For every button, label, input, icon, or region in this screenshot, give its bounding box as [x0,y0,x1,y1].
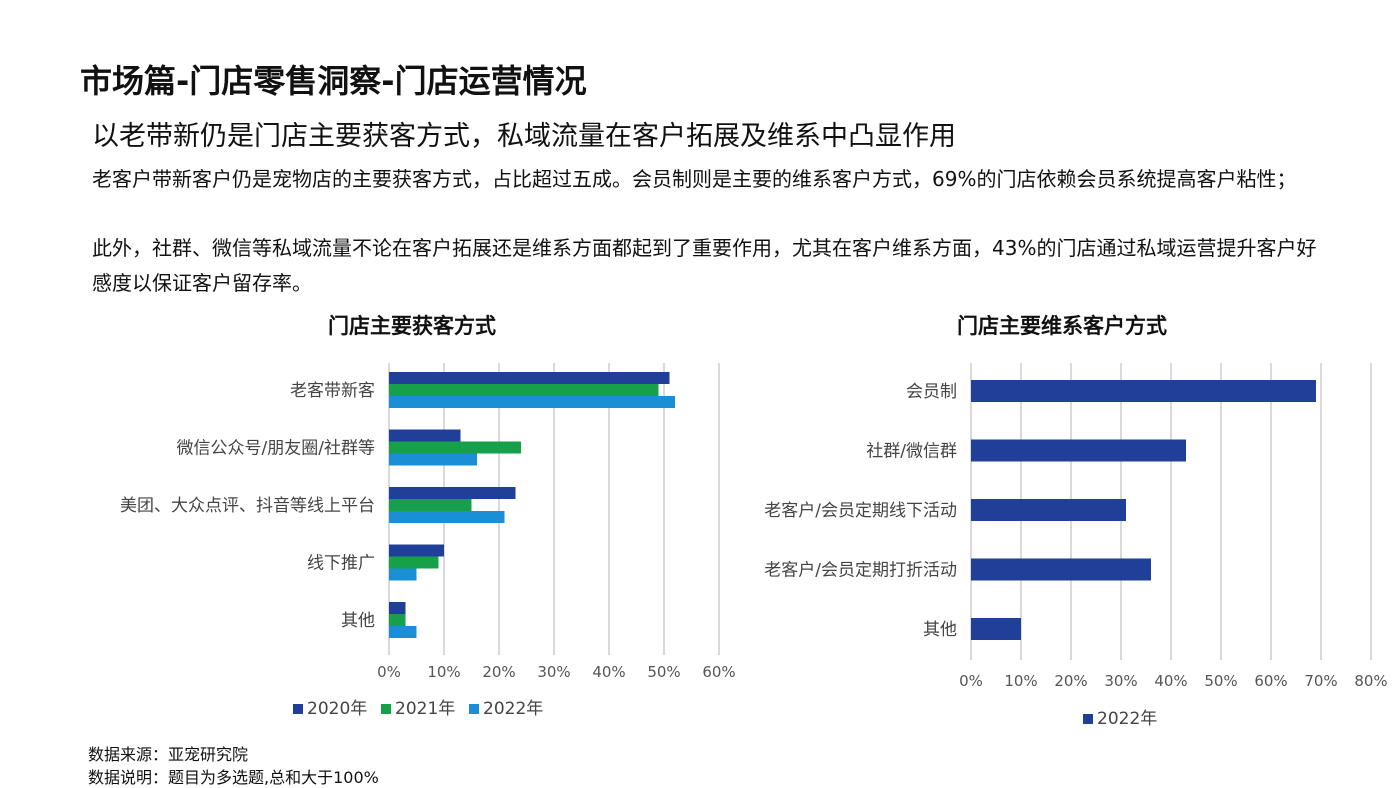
acq-bar-2020 [389,429,461,442]
chart-title-acquisition: 门店主要获客方式 [328,314,496,338]
ret-bar-2022 [971,558,1151,581]
ret-bar-2022 [971,499,1126,521]
acq-x-tick-label: 50% [647,663,680,681]
acq-bar-2020 [389,372,670,384]
ret-bar-2022 [971,380,1316,402]
summary-paragraph-1: 老客户带新客户仍是宠物店的主要获客方式，占比超过五成。会员制则是主要的维系客户方… [92,167,1297,191]
ret-legend-label: 2022年 [1097,709,1157,729]
acq-category-label: 美团、大众点评、抖音等线上平台 [120,496,375,516]
page-title: 市场篇-门店零售洞察-门店运营情况 [80,62,587,100]
data-source-note: 数据来源：亚宠研究院 [88,745,249,764]
acq-bar-2021 [389,441,521,454]
ret-category-label: 老客户/会员定期打折活动 [764,561,957,581]
acq-category-label: 其他 [341,611,375,631]
acq-x-tick-label: 20% [482,663,515,681]
acq-bar-2022 [389,511,505,523]
ret-x-tick-label: 30% [1104,672,1137,690]
ret-category-label: 老客户/会员定期线下活动 [764,501,957,521]
acq-bar-2020 [389,602,406,614]
ret-bar-2022 [971,618,1021,640]
acq-bar-2022 [389,626,417,638]
ret-x-tick-label: 10% [1004,672,1037,690]
acq-x-tick-label: 30% [537,663,570,681]
ret-x-tick-label: 60% [1254,672,1287,690]
acq-bar-2022 [389,453,477,466]
ret-category-label: 会员制 [906,382,957,402]
acq-bar-2022 [389,568,417,581]
acq-bar-2021 [389,499,472,511]
ret-legend-swatch [1083,714,1093,724]
acq-category-label: 微信公众号/朋友圈/社群等 [177,439,375,459]
ret-x-tick-label: 20% [1054,672,1087,690]
acq-bar-2022 [389,396,675,408]
summary-paragraph-2: 此外，社群、微信等私域流量不论在客户拓展还是维系方面都起到了重要作用，尤其在客户… [92,236,1317,295]
chart-title-retention: 门店主要维系客户方式 [957,314,1167,338]
ret-bar-2022 [971,439,1186,462]
acq-legend-swatch [469,704,479,714]
ret-x-tick-label: 70% [1304,672,1337,690]
acq-legend-label: 2021年 [395,699,455,719]
page-subtitle: 以老带新仍是门店主要获客方式，私域流量在客户拓展及维系中凸显作用 [92,121,956,152]
ret-x-tick-label: 0% [959,672,983,690]
acq-legend-swatch [293,704,303,714]
ret-x-tick-label: 80% [1354,672,1387,690]
acq-category-label: 线下推广 [307,554,375,574]
acq-x-tick-label: 0% [377,663,401,681]
acq-bar-2021 [389,556,439,569]
acq-legend-label: 2022年 [483,699,543,719]
data-description-note: 数据说明：题目为多选题,总和大于100% [88,768,379,787]
acq-x-tick-label: 40% [592,663,625,681]
ret-category-label: 社群/微信群 [866,442,957,462]
acq-bar-2021 [389,384,659,396]
acq-legend-label: 2020年 [307,699,367,719]
acq-category-label: 老客带新客 [290,381,375,401]
acq-bar-2020 [389,544,444,557]
acq-legend-swatch [381,704,391,714]
ret-category-label: 其他 [923,620,957,640]
acq-bar-2020 [389,487,516,499]
ret-x-tick-label: 40% [1154,672,1187,690]
acq-x-tick-label: 60% [702,663,735,681]
ret-x-tick-label: 50% [1204,672,1237,690]
acq-bar-2021 [389,614,406,626]
acq-x-tick-label: 10% [427,663,460,681]
